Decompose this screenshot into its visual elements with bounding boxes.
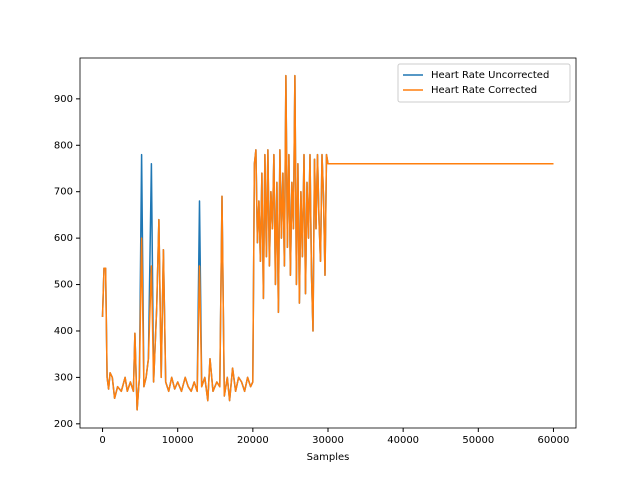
legend-box	[397, 63, 571, 103]
series-line	[101, 74, 554, 411]
y-tick-label: 300	[54, 372, 73, 383]
x-tick-label: 10000	[162, 435, 194, 446]
y-tick-label: 400	[54, 326, 73, 337]
x-tick-label: 0	[99, 435, 105, 446]
y-tick-label: 600	[54, 233, 73, 244]
x-tick-label: 50000	[462, 435, 494, 446]
x-tick-label: 40000	[387, 435, 419, 446]
y-tick-label: 900	[54, 94, 73, 105]
y-tick-label: 500	[54, 280, 73, 291]
x-tick-label: 20000	[237, 435, 269, 446]
plot-frame	[79, 57, 577, 429]
y-tick-label: 800	[54, 140, 73, 151]
y-tick-label: 200	[54, 419, 73, 430]
legend-label: Heart Rate Corrected	[431, 85, 537, 96]
x-tick-label: 30000	[312, 435, 344, 446]
legend-label: Heart Rate Uncorrected	[431, 70, 549, 81]
x-tick-label: 60000	[538, 435, 570, 446]
y-tick-label: 700	[54, 187, 73, 198]
x-axis-label: Samples	[307, 452, 350, 463]
